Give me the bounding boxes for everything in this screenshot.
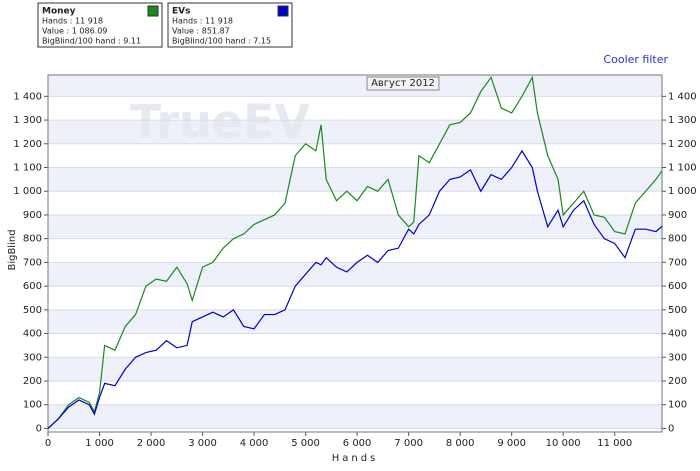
x-tick-label: 8 000 bbox=[446, 438, 475, 449]
y-tick-label: 600 bbox=[23, 281, 42, 292]
x-tick-label: 9 000 bbox=[497, 438, 526, 449]
y-tick-label: 500 bbox=[23, 305, 42, 316]
y-tick-label: 100 bbox=[23, 400, 42, 411]
annotation-box bbox=[366, 76, 440, 91]
x-tick-label: 5 000 bbox=[291, 438, 320, 449]
legend-swatch bbox=[147, 5, 159, 17]
y2-tick-label: 400 bbox=[668, 329, 687, 340]
y2-tick-label: 200 bbox=[668, 376, 687, 387]
band bbox=[48, 75, 662, 97]
legend-stat: Value : 851.87 bbox=[172, 27, 230, 36]
band bbox=[48, 309, 662, 334]
legend-stat: Value : 1 086.09 bbox=[42, 27, 107, 36]
x-tick-label: 0 bbox=[45, 438, 51, 449]
y2-tick-label: 1 200 bbox=[668, 139, 697, 150]
y-tick-label: 1 400 bbox=[13, 91, 42, 102]
y-tick-label: 0 bbox=[36, 423, 42, 434]
watermark: TrueEV bbox=[130, 95, 310, 149]
annotation: Август 2012 bbox=[371, 78, 435, 89]
band bbox=[48, 404, 662, 429]
y-tick-label: 200 bbox=[23, 376, 42, 387]
y-tick-label: 400 bbox=[23, 329, 42, 340]
y2-tick-label: 1 000 bbox=[668, 186, 697, 197]
y-tick-label: 1 200 bbox=[13, 139, 42, 150]
y2-tick-label: 500 bbox=[668, 305, 687, 316]
legend-box bbox=[37, 2, 163, 48]
x-tick-label: 1 000 bbox=[85, 438, 114, 449]
y-tick-label: 700 bbox=[23, 257, 42, 268]
legend-name: Money bbox=[42, 7, 76, 17]
y2-tick-label: 900 bbox=[668, 210, 687, 221]
x-tick-label: 2 000 bbox=[137, 438, 166, 449]
y-tick-label: 1 000 bbox=[13, 186, 42, 197]
y-axis-label: BigBlind bbox=[7, 229, 18, 270]
y-tick-label: 800 bbox=[23, 234, 42, 245]
y2-tick-label: 300 bbox=[668, 352, 687, 363]
legend-box bbox=[167, 2, 293, 48]
cooler-filter-link[interactable]: Cooler filter bbox=[603, 53, 668, 66]
band bbox=[48, 167, 662, 192]
y2-tick-label: 0 bbox=[668, 423, 674, 434]
plot-border bbox=[47, 74, 663, 433]
y2-tick-label: 600 bbox=[668, 281, 687, 292]
y2-tick-label: 700 bbox=[668, 257, 687, 268]
y2-tick-label: 800 bbox=[668, 234, 687, 245]
y-tick-label: 1 100 bbox=[13, 163, 42, 174]
y-tick-label: 900 bbox=[23, 210, 42, 221]
legend-name: EVs bbox=[172, 7, 190, 17]
y2-tick-label: 100 bbox=[668, 400, 687, 411]
legend-stat: Hands : 11 918 bbox=[172, 17, 233, 26]
series-line bbox=[47, 149, 663, 429]
legend-stat: BigBlind/100 hand : 9.11 bbox=[42, 37, 141, 46]
y-tick-label: 300 bbox=[23, 352, 42, 363]
x-tick-label: 4 000 bbox=[240, 438, 269, 449]
x-tick-label: 6 000 bbox=[343, 438, 372, 449]
x-tick-label: 7 000 bbox=[394, 438, 423, 449]
y2-tick-label: 1 100 bbox=[668, 163, 697, 174]
x-tick-label: 10 000 bbox=[546, 438, 581, 449]
legend-swatch bbox=[277, 5, 289, 17]
x-tick-label: 11 000 bbox=[597, 438, 632, 449]
legend-stat: Hands : 11 918 bbox=[42, 17, 103, 26]
band bbox=[48, 214, 662, 239]
y2-tick-label: 1 300 bbox=[668, 115, 697, 126]
series-line bbox=[47, 75, 663, 429]
y-tick-label: 1 300 bbox=[13, 115, 42, 126]
legend-stat: BigBlind/100 hand : 7.15 bbox=[172, 37, 271, 46]
band bbox=[48, 357, 662, 381]
x-axis-label: Hands bbox=[332, 453, 379, 464]
band bbox=[48, 262, 662, 287]
y2-tick-label: 1 400 bbox=[668, 91, 697, 102]
x-tick-label: 3 000 bbox=[188, 438, 217, 449]
band bbox=[48, 120, 662, 144]
